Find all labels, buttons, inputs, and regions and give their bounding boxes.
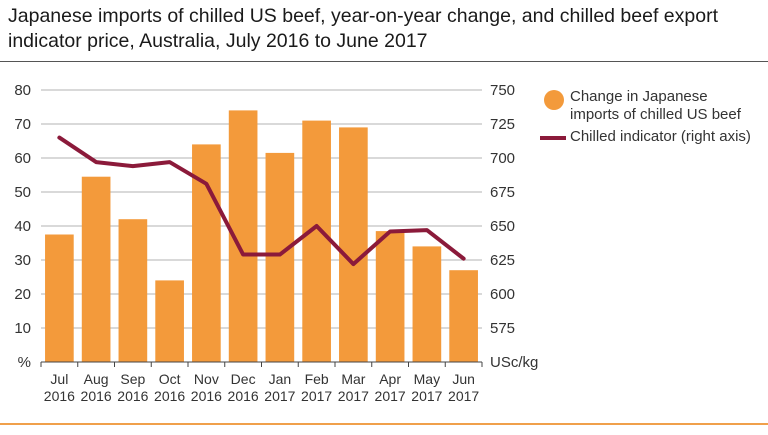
bar — [265, 152, 295, 362]
left-tick-label: 50 — [14, 184, 31, 201]
legend-bars-label: Change in Japanese imports of chilled US… — [570, 88, 741, 123]
x-tick-label-month: Oct — [159, 371, 181, 387]
x-tick-label-month: Feb — [305, 371, 329, 387]
x-tick-label-year: 2016 — [44, 388, 75, 404]
left-tick-label: 60 — [14, 150, 31, 167]
bottom-divider — [0, 423, 768, 425]
title-divider — [0, 61, 768, 62]
x-tick-label-month: May — [414, 371, 440, 387]
x-tick-label-year: 2017 — [301, 388, 332, 404]
left-tick-label: 20 — [14, 286, 31, 303]
x-tick-label-year: 2017 — [264, 388, 295, 404]
bar — [45, 234, 74, 362]
right-tick-label: 575 — [490, 320, 515, 337]
x-tick-label-year: 2016 — [117, 388, 148, 404]
right-tick-label: 750 — [490, 82, 515, 99]
legend: Change in Japanese imports of chilled US… — [538, 88, 758, 150]
right-tick-label: 650 — [490, 218, 515, 235]
x-tick-label-year: 2017 — [338, 388, 369, 404]
bar — [339, 127, 368, 363]
x-tick-label-year: 2016 — [154, 388, 185, 404]
bar — [375, 231, 405, 362]
bar — [449, 270, 478, 362]
x-tick-label-year: 2017 — [411, 388, 442, 404]
right-tick-label: 600 — [490, 286, 515, 303]
x-tick-label-month: Jun — [452, 371, 475, 387]
left-tick-label: 40 — [14, 218, 31, 235]
legend-line-swatch — [540, 136, 566, 140]
x-tick-label-year: 2016 — [191, 388, 222, 404]
chart-title: Japanese imports of chilled US beef, yea… — [8, 5, 718, 52]
legend-bar-swatch — [544, 90, 564, 110]
bar — [155, 280, 184, 362]
bar — [81, 176, 111, 362]
left-tick-label: 70 — [14, 116, 31, 133]
x-tick-label-year: 2016 — [81, 388, 112, 404]
x-tick-label-month: Aug — [84, 371, 109, 387]
left-tick-label: 10 — [14, 320, 31, 337]
x-tick-label-month: Nov — [194, 371, 219, 387]
right-tick-label: 725 — [490, 116, 515, 133]
legend-line-label: Chilled indicator (right axis) — [570, 128, 751, 145]
right-axis-label: USc/kg — [490, 354, 538, 371]
bar — [412, 246, 442, 362]
x-tick-label-year: 2017 — [448, 388, 479, 404]
indicator-line — [57, 135, 466, 267]
x-tick-label-month: Sep — [120, 371, 145, 387]
x-tick-label-year: 2016 — [228, 388, 259, 404]
x-tick-label-year: 2017 — [375, 388, 406, 404]
bar — [118, 219, 148, 362]
right-tick-label: 700 — [490, 150, 515, 167]
right-tick-label: 625 — [490, 252, 515, 269]
legend-item-bars: Change in Japanese imports of chilled US… — [538, 88, 758, 124]
bar — [302, 120, 331, 362]
x-tick-label-month: Dec — [231, 371, 256, 387]
x-tick-label-month: Apr — [379, 371, 401, 387]
left-tick-label: 80 — [14, 82, 31, 99]
left-tick-label: 30 — [14, 252, 31, 269]
left-axis-label: % — [18, 354, 31, 371]
right-tick-label: 675 — [490, 184, 515, 201]
x-tick-label-month: Jan — [269, 371, 292, 387]
x-tick-label-month: Jul — [50, 371, 68, 387]
bar — [192, 144, 221, 362]
legend-item-line: Chilled indicator (right axis) — [538, 128, 758, 146]
x-tick-label-month: Mar — [341, 371, 365, 387]
